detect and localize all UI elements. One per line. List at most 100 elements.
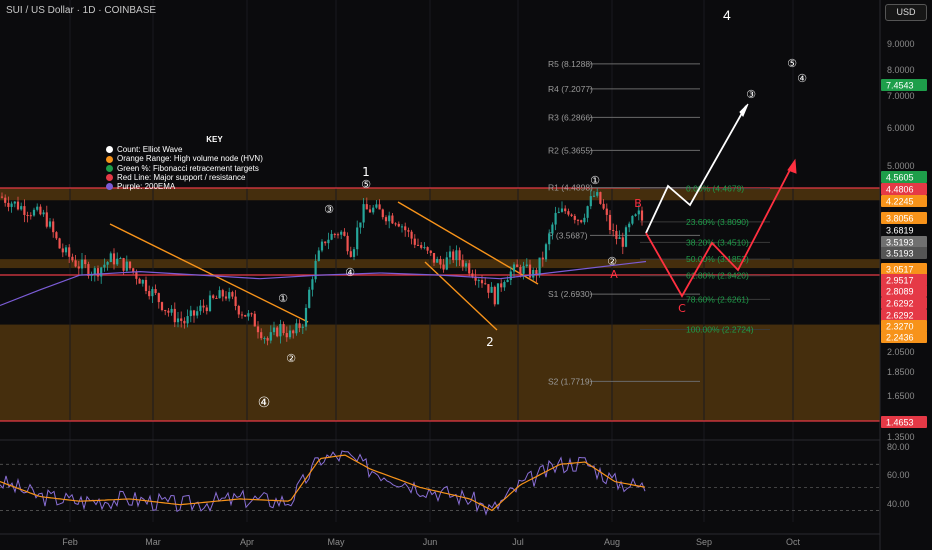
candle-body (336, 234, 340, 236)
candle-body (7, 202, 10, 207)
legend-dot-icon (106, 146, 113, 154)
candle-body (493, 286, 496, 305)
candle-body (237, 306, 240, 315)
candle-body (474, 276, 477, 281)
candle-body (365, 204, 368, 210)
x-tick-label: Jun (423, 537, 438, 547)
candle-body (260, 332, 263, 339)
x-tick-label: Apr (240, 537, 254, 547)
pivot-label: R1 (4.4898) (548, 183, 593, 193)
candle-body (45, 212, 48, 227)
candle-body (29, 215, 32, 217)
candle-body (295, 323, 298, 334)
price-badge (881, 263, 927, 275)
legend-item: Green %: Fibonacci retracement targets (106, 164, 263, 173)
candle-body (442, 264, 445, 270)
y-tick-label: 7.0000 (887, 91, 915, 101)
price-badge-label: 3.5193 (886, 238, 914, 248)
candle-body (576, 219, 580, 221)
candle-body (586, 206, 589, 218)
candle-body (298, 323, 301, 328)
wave-label: ④ (797, 72, 807, 85)
candle-body (372, 207, 375, 213)
candle-body (292, 330, 295, 334)
rsi-tick-label: 60.00 (887, 470, 910, 480)
candle-body (439, 259, 442, 265)
candle-body (269, 332, 272, 341)
candle-body (84, 259, 87, 265)
projection-path-white (645, 105, 747, 234)
candle-body (282, 324, 285, 334)
x-tick-label: Feb (62, 537, 78, 547)
candle-body (340, 231, 343, 235)
candle-body (183, 320, 186, 324)
candle-body (448, 251, 452, 258)
pivot-label: P (3.5687) (548, 230, 588, 240)
fib-label: 61.80% (2.9420) (686, 271, 749, 281)
wave-label: B (634, 197, 642, 210)
legend-item-label: Green %: Fibonacci retracement targets (117, 163, 259, 173)
candle-body (567, 211, 570, 215)
candle-body (397, 223, 400, 227)
candle-body (352, 249, 356, 257)
candle-body (368, 209, 372, 213)
legend-item-label: Orange Range: High volume node (HVN) (117, 154, 263, 164)
legend-item: Red Line: Major support / resistance (106, 173, 263, 182)
candle-body (272, 327, 276, 333)
price-badge (881, 183, 927, 195)
candle-body (522, 266, 525, 274)
candle-body (423, 247, 426, 249)
hvn-zone (0, 324, 880, 421)
candle-body (132, 268, 135, 272)
candle-body (215, 297, 218, 299)
candle-body (103, 264, 106, 268)
x-tick-label: Mar (145, 537, 161, 547)
rsi-line (0, 450, 646, 516)
rsi-ma-line (0, 454, 646, 512)
wave-label: ③ (746, 88, 756, 101)
candle-body (394, 223, 397, 225)
legend-item-label: Purple: 200EMA (117, 182, 176, 192)
candle-body (157, 293, 160, 303)
candle-body (413, 238, 416, 245)
candle-body (234, 296, 237, 307)
currency-button[interactable]: USD (885, 4, 927, 21)
wave-label: A (610, 268, 618, 281)
candle-body (589, 196, 592, 207)
y-tick-label: 5.0000 (887, 161, 915, 171)
candle-body (343, 231, 346, 236)
wave-label: ④ (345, 266, 355, 279)
candle-body (192, 310, 196, 316)
candle-body (362, 204, 365, 223)
candle-body (356, 227, 359, 250)
y-tick-label: 1.6500 (887, 391, 915, 401)
candle-body (490, 286, 493, 293)
candle-body (544, 244, 548, 260)
candle-body (106, 262, 109, 265)
candle-body (532, 269, 535, 278)
candle-body (564, 208, 567, 212)
legend-dot-icon (106, 155, 113, 163)
candle-body (90, 274, 93, 277)
candle-body (400, 226, 404, 228)
wave-label: ① (590, 174, 600, 187)
candle-body (52, 221, 55, 233)
candle-body (516, 264, 519, 268)
candle-body (221, 290, 224, 297)
candle-body (256, 326, 260, 333)
candle-body (189, 310, 192, 317)
pivot-label: R4 (7.2077) (548, 84, 593, 94)
candle-body (404, 226, 407, 231)
price-badge-label: 2.3270 (886, 322, 914, 332)
candle-body (71, 256, 74, 261)
x-tick-label: Oct (786, 537, 801, 547)
candle-body (244, 314, 247, 317)
candle-body (640, 210, 644, 221)
candle-body (74, 260, 77, 267)
candle-body (304, 307, 308, 327)
candle-body (119, 258, 122, 260)
legend-dot-icon (106, 164, 113, 172)
price-badge-label: 1.4653 (886, 418, 914, 428)
x-tick-label: Sep (696, 537, 712, 547)
